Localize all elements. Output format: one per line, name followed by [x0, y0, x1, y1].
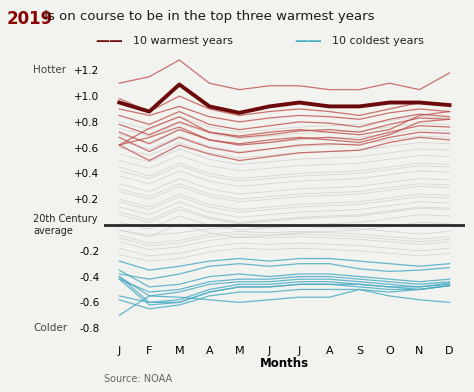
Text: Source: NOAA: Source: NOAA [104, 374, 173, 384]
Text: Colder: Colder [33, 323, 67, 333]
Text: 20th Century
average: 20th Century average [33, 214, 98, 236]
Text: 10 warmest years: 10 warmest years [133, 36, 233, 46]
Text: ——: —— [294, 34, 322, 48]
Text: ——: —— [95, 34, 123, 48]
X-axis label: Months: Months [260, 357, 309, 370]
Text: is on course to be in the top three warmest years: is on course to be in the top three warm… [40, 10, 375, 23]
Text: 10 coldest years: 10 coldest years [332, 36, 424, 46]
Text: Hotter: Hotter [33, 65, 66, 75]
Text: 2019: 2019 [7, 10, 54, 28]
